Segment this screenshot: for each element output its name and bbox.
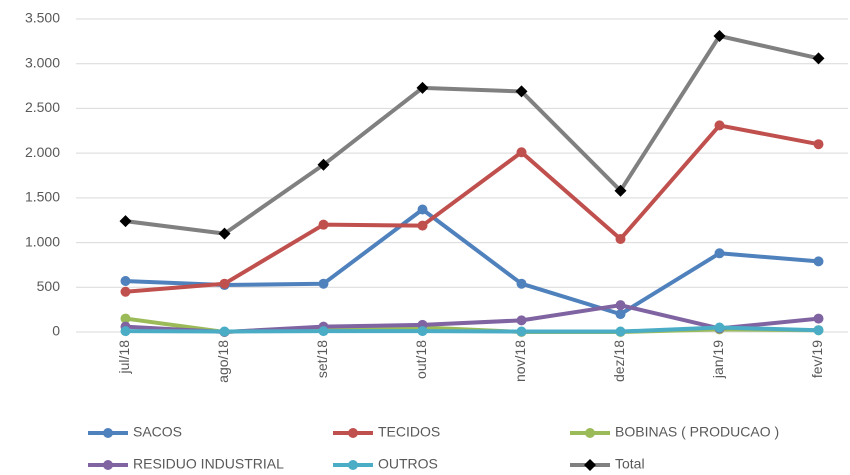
marker — [615, 309, 626, 320]
marker — [120, 286, 131, 297]
y-tick-label: 2.500 — [25, 99, 60, 115]
y-tick-label: 3.500 — [25, 10, 60, 26]
marker — [318, 219, 329, 230]
y-tick-label: 0 — [52, 323, 60, 339]
series — [120, 120, 824, 297]
marker — [417, 326, 428, 337]
marker — [219, 278, 230, 289]
marker — [120, 326, 131, 337]
line — [125, 207, 819, 317]
legend-label: TECIDOS — [378, 424, 440, 440]
legend-marker — [103, 428, 113, 438]
x-tick-label: nov/18 — [512, 340, 528, 382]
marker — [120, 276, 131, 287]
legend-marker — [103, 460, 113, 470]
marker — [714, 120, 725, 131]
y-tick-label: 2.000 — [25, 144, 60, 160]
x-tick-label: jul/18 — [116, 340, 132, 375]
marker — [317, 158, 330, 171]
legend-marker — [584, 459, 596, 471]
marker — [318, 278, 329, 289]
marker — [813, 139, 824, 150]
marker — [119, 215, 132, 228]
marker — [812, 52, 825, 65]
marker — [516, 147, 527, 158]
legend-label: OUTROS — [378, 456, 438, 472]
marker — [516, 278, 527, 289]
x-tick-label: dez/18 — [611, 340, 627, 382]
legend-item: BOBINAS ( PRODUCAO ) — [570, 424, 779, 440]
marker — [515, 85, 528, 98]
legend-item: SACOS — [88, 424, 182, 440]
marker — [615, 326, 626, 337]
x-tick-label: set/18 — [314, 340, 330, 378]
marker — [813, 256, 824, 267]
x-tick-label: fev/19 — [809, 340, 825, 378]
y-tick-label: 500 — [37, 278, 61, 294]
x-tick-label: ago/18 — [215, 340, 231, 383]
marker — [120, 313, 131, 324]
marker — [516, 326, 527, 337]
marker — [615, 300, 626, 311]
marker — [813, 313, 824, 324]
legend-marker — [348, 428, 358, 438]
marker — [813, 325, 824, 336]
marker — [219, 326, 230, 337]
legend-item: RESIDUO INDUSTRIAL — [88, 456, 284, 472]
marker — [417, 220, 428, 231]
marker — [416, 81, 429, 94]
line — [125, 33, 819, 236]
legend-marker — [348, 460, 358, 470]
marker — [714, 322, 725, 333]
marker — [417, 204, 428, 215]
y-tick-label: 1.000 — [25, 233, 60, 249]
marker — [218, 227, 231, 240]
marker — [713, 29, 726, 42]
series — [120, 322, 824, 337]
marker — [614, 184, 627, 197]
y-tick-label: 3.000 — [25, 54, 60, 70]
legend-label: Total — [615, 456, 645, 472]
legend-item: OUTROS — [333, 456, 438, 472]
legend-item: Total — [570, 456, 645, 472]
marker — [318, 326, 329, 337]
line — [125, 123, 819, 294]
marker — [714, 248, 725, 259]
x-tick-label: jan/19 — [710, 340, 726, 379]
marker — [516, 315, 527, 326]
marker — [615, 233, 626, 244]
x-tick-label: out/18 — [413, 340, 429, 379]
line — [125, 325, 819, 334]
legend-item: TECIDOS — [333, 424, 440, 440]
legend-label: SACOS — [133, 424, 182, 440]
series — [120, 204, 824, 320]
series — [119, 29, 825, 240]
legend-label: RESIDUO INDUSTRIAL — [133, 456, 284, 472]
legend-label: BOBINAS ( PRODUCAO ) — [615, 424, 779, 440]
y-tick-label: 1.500 — [25, 189, 60, 205]
legend-marker — [585, 428, 595, 438]
